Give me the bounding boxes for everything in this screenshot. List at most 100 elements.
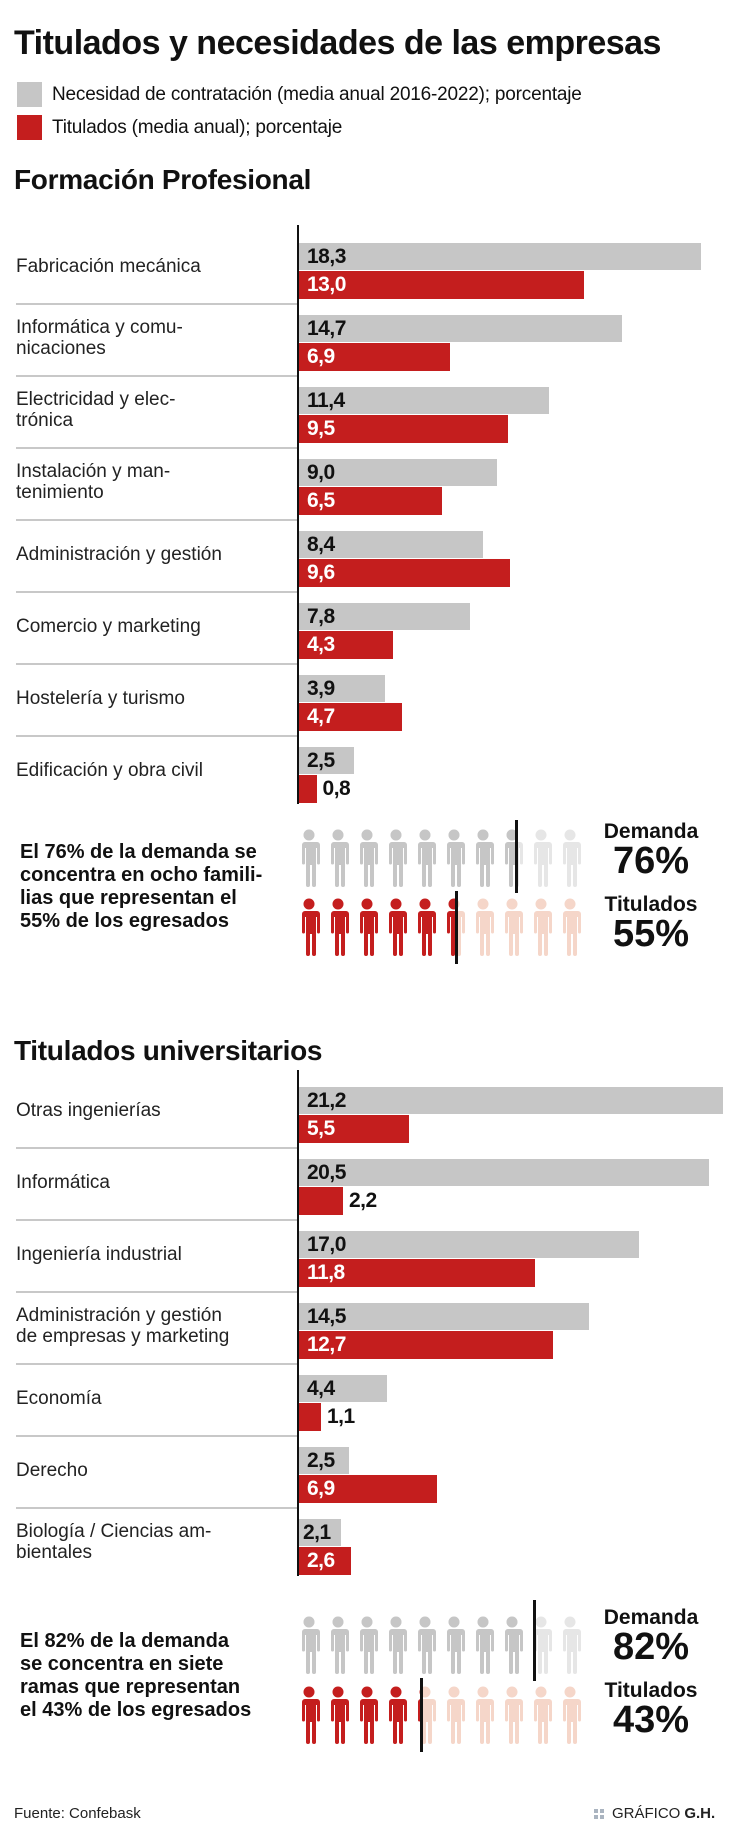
caption-line: 55% de los egresados [20,910,229,932]
caption-line: se concentra en siete [20,1653,224,1675]
bar-graduates [299,631,394,659]
bar-demand [299,1303,589,1330]
person-icon [327,898,349,956]
row-separator [16,1507,297,1509]
category-label: Informática y comu-nicaciones [16,317,183,359]
graduates-value: 43% [612,1699,690,1741]
demand-value: 76% [612,840,690,882]
person-icon [414,1686,436,1744]
value-label-graduates: 5,5 [307,1117,335,1140]
person-icon [414,829,436,887]
value-label-demand: 18,3 [307,245,346,268]
value-label-graduates: 6,5 [307,489,335,512]
category-label: Hostelería y turismo [16,687,185,709]
credit-prefix: GRÁFICO [612,1805,681,1822]
credit: GRÁFICO G.H. [594,1805,715,1822]
page-title: Titulados y necesidades de las empresas [14,24,661,62]
value-label-demand: 3,9 [307,677,335,700]
bar-graduates [299,559,510,587]
legend-swatch-graduates [17,115,42,140]
value-label-graduates: 4,3 [307,633,335,656]
person-icon [327,1616,349,1674]
demand-value: 82% [612,1626,690,1668]
demand-label: Demanda [603,1606,699,1629]
value-label-demand: 2,1 [303,1521,331,1544]
person-icon [385,898,407,956]
category-label: Comercio y marketing [16,615,201,637]
section-title-uni: Titulados universitarios [14,1035,323,1066]
value-label-demand: 14,7 [307,317,346,340]
legend-label-demand: Necesidad de contratación (media anual 2… [52,83,582,105]
bar-graduates [299,343,451,371]
person-icon [356,898,378,956]
person-icon [559,1686,581,1744]
bar-demand [299,1087,723,1114]
person-icon [443,829,465,887]
category-label: Electricidad y elec-trónica [16,389,176,431]
legend-item-graduates: Titulados (media anual); porcentaje [17,115,342,140]
axis-line [297,1070,299,1576]
caption-line: lias que representan el [20,887,237,909]
bar-graduates [299,271,585,299]
bar-demand [299,387,550,414]
credit-author: G.H. [684,1805,716,1822]
person-icon [327,829,349,887]
value-label-demand: 17,0 [307,1233,346,1256]
person-icon [298,829,320,887]
bar-demand [299,1447,349,1474]
person-icon [298,1616,320,1674]
bar-demand [299,1231,639,1258]
value-label-graduates: 12,7 [307,1333,346,1356]
person-icon [501,1686,523,1744]
bar-demand [299,315,622,342]
row-separator [16,303,297,305]
legend-item-demand: Necesidad de contratación (media anual 2… [17,82,582,107]
chart-formacion-profesional: Fabricación mecánica 18,3 13,0 Informática … [0,0,750,820]
bar-graduates [299,487,442,515]
bar-demand [299,747,354,774]
value-label-graduates: 6,9 [307,1477,335,1500]
bar-graduates [299,1475,437,1503]
person-icon [385,1616,407,1674]
person-icon [356,829,378,887]
person-icon [530,898,552,956]
row-separator [16,1363,297,1365]
row-separator [16,735,297,737]
person-icon [559,829,581,887]
person-icon [472,1616,494,1674]
category-label: Administración y gestión [16,543,222,565]
category-label: Derecho [16,1459,88,1481]
value-label-demand: 4,4 [307,1377,335,1400]
category-label: Economía [16,1387,102,1409]
value-label-demand: 7,8 [307,605,335,628]
person-icon [298,1686,320,1744]
bar-graduates [299,415,508,443]
legend-label-graduates: Titulados (media anual); porcentaje [52,116,343,138]
chart-titulados-universitarios: Otras ingenierías 21,2 5,5 Informática 20,5 2… [16,1070,723,1576]
category-label: Informática [16,1171,110,1193]
row-separator [16,519,297,521]
person-icon [472,898,494,956]
person-icon [414,898,436,956]
bar-graduates [299,1331,553,1359]
person-icon [501,1616,523,1674]
graduates-label: Titulados [604,893,698,916]
value-label-graduates: 9,6 [307,561,335,584]
value-label-demand: 8,4 [307,533,335,556]
caption-line: ramas que representan [20,1676,241,1698]
value-label-graduates: 0,8 [322,777,351,800]
person-icon [414,1616,436,1674]
grid-dots-icon [594,1808,604,1819]
value-label-demand: 14,5 [307,1305,346,1328]
person-icon [385,1686,407,1744]
row-separator [16,1219,297,1221]
row-separator [16,1435,297,1437]
row-separator [16,447,297,449]
bar-graduates [299,703,403,731]
value-label-graduates: 4,7 [307,705,335,728]
bar-graduates [299,1547,351,1575]
category-label: Ingeniería industrial [16,1243,182,1265]
value-label-demand: 21,2 [307,1089,346,1112]
category-label: Otras ingenierías [16,1099,161,1121]
person-icon [443,1686,465,1744]
